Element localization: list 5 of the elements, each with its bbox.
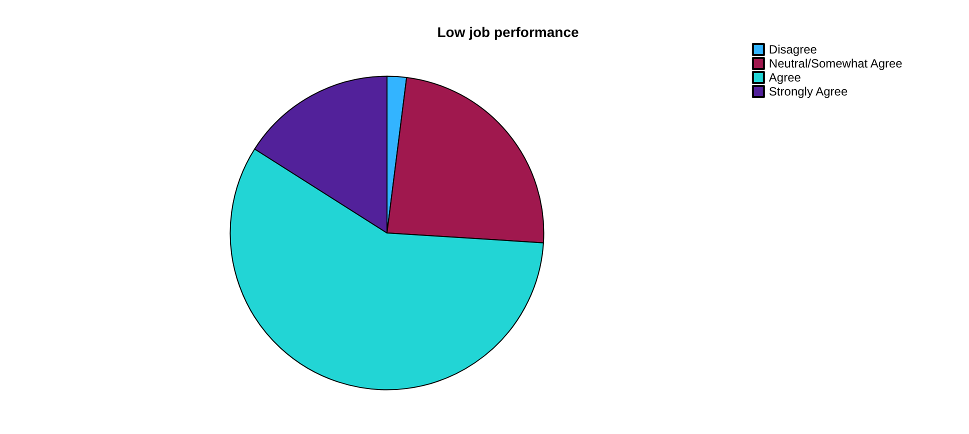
legend-label: Strongly Agree [768,84,848,98]
chart-title: Low job performance [437,24,579,40]
legend-label: Agree [768,70,802,84]
legend-label: Disagree [768,42,818,56]
legend-label: Neutral/Somewhat Agree [768,56,903,70]
